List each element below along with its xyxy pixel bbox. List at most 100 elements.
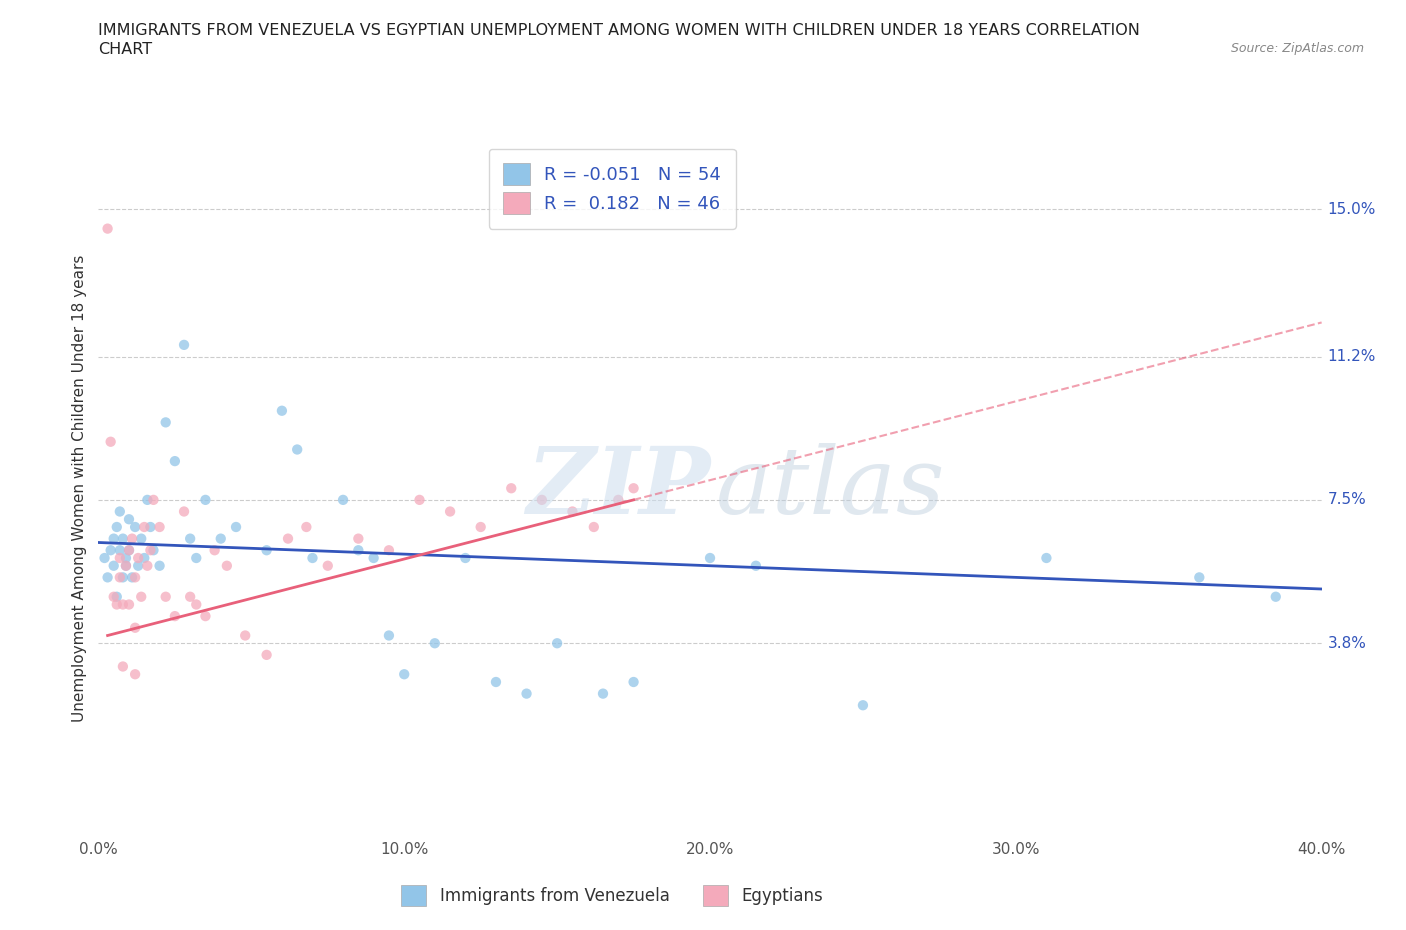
- Point: [501, 481, 523, 496]
- Point: [111, 531, 134, 546]
- Point: [139, 543, 162, 558]
- Point: [121, 531, 143, 546]
- Point: [423, 636, 446, 651]
- Point: [118, 512, 141, 526]
- Point: [108, 570, 131, 585]
- Point: [256, 647, 278, 662]
- Point: [745, 558, 768, 573]
- Point: [142, 543, 165, 558]
- Point: [100, 434, 122, 449]
- Point: [173, 338, 195, 352]
- Point: [277, 531, 299, 546]
- Point: [103, 531, 125, 546]
- Point: [179, 531, 201, 546]
- Point: [118, 543, 141, 558]
- Point: [392, 667, 416, 682]
- Point: [623, 674, 645, 689]
- Point: [332, 493, 354, 508]
- Point: [163, 609, 186, 624]
- Point: [134, 520, 156, 535]
- Legend: Immigrants from Venezuela, Egyptians: Immigrants from Venezuela, Egyptians: [395, 879, 830, 912]
- Point: [852, 698, 875, 712]
- Point: [103, 558, 125, 573]
- Point: [139, 520, 162, 535]
- Text: 3.8%: 3.8%: [1327, 636, 1367, 651]
- Point: [115, 551, 138, 565]
- Point: [470, 520, 492, 535]
- Point: [111, 659, 134, 674]
- Point: [129, 531, 152, 546]
- Point: [285, 442, 308, 457]
- Point: [454, 551, 477, 565]
- Point: [233, 628, 256, 643]
- Point: [108, 504, 131, 519]
- Point: [155, 590, 177, 604]
- Point: [204, 543, 226, 558]
- Point: [516, 686, 538, 701]
- Point: [1188, 570, 1211, 585]
- Point: [97, 221, 120, 236]
- Point: [115, 558, 138, 573]
- Point: [270, 404, 292, 418]
- Point: [124, 520, 146, 535]
- Point: [582, 520, 605, 535]
- Point: [111, 597, 134, 612]
- Point: [225, 520, 247, 535]
- Point: [408, 493, 430, 508]
- Point: [194, 609, 217, 624]
- Point: [179, 590, 201, 604]
- Point: [363, 551, 385, 565]
- Point: [136, 558, 159, 573]
- Text: 7.5%: 7.5%: [1327, 492, 1367, 508]
- Point: [149, 520, 172, 535]
- Point: [108, 551, 131, 565]
- Point: [347, 531, 370, 546]
- Point: [301, 551, 323, 565]
- Text: ZIP: ZIP: [526, 444, 710, 533]
- Point: [546, 636, 568, 651]
- Point: [136, 493, 159, 508]
- Point: [607, 493, 630, 508]
- Point: [100, 543, 122, 558]
- Point: [108, 543, 131, 558]
- Point: [105, 597, 128, 612]
- Point: [347, 543, 370, 558]
- Point: [134, 551, 156, 565]
- Point: [118, 597, 141, 612]
- Point: [121, 570, 143, 585]
- Point: [93, 551, 115, 565]
- Point: [129, 590, 152, 604]
- Point: [186, 551, 208, 565]
- Point: [105, 520, 128, 535]
- Point: [173, 504, 195, 519]
- Point: [378, 543, 401, 558]
- Text: atlas: atlas: [716, 444, 946, 533]
- Point: [186, 597, 208, 612]
- Point: [155, 415, 177, 430]
- Point: [97, 570, 120, 585]
- Point: [124, 620, 146, 635]
- Point: [103, 590, 125, 604]
- Text: 11.2%: 11.2%: [1327, 349, 1376, 364]
- Text: CHART: CHART: [98, 42, 152, 57]
- Point: [149, 558, 172, 573]
- Point: [209, 531, 232, 546]
- Point: [1035, 551, 1057, 565]
- Point: [127, 551, 149, 565]
- Point: [592, 686, 614, 701]
- Point: [115, 558, 138, 573]
- Point: [439, 504, 461, 519]
- Point: [124, 667, 146, 682]
- Point: [316, 558, 339, 573]
- Point: [256, 543, 278, 558]
- Point: [295, 520, 318, 535]
- Point: [142, 493, 165, 508]
- Point: [194, 493, 217, 508]
- Point: [127, 558, 149, 573]
- Point: [1264, 590, 1286, 604]
- Point: [163, 454, 186, 469]
- Point: [530, 493, 553, 508]
- Y-axis label: Unemployment Among Women with Children Under 18 years: Unemployment Among Women with Children U…: [72, 255, 87, 722]
- Text: 15.0%: 15.0%: [1327, 202, 1376, 217]
- Point: [124, 570, 146, 585]
